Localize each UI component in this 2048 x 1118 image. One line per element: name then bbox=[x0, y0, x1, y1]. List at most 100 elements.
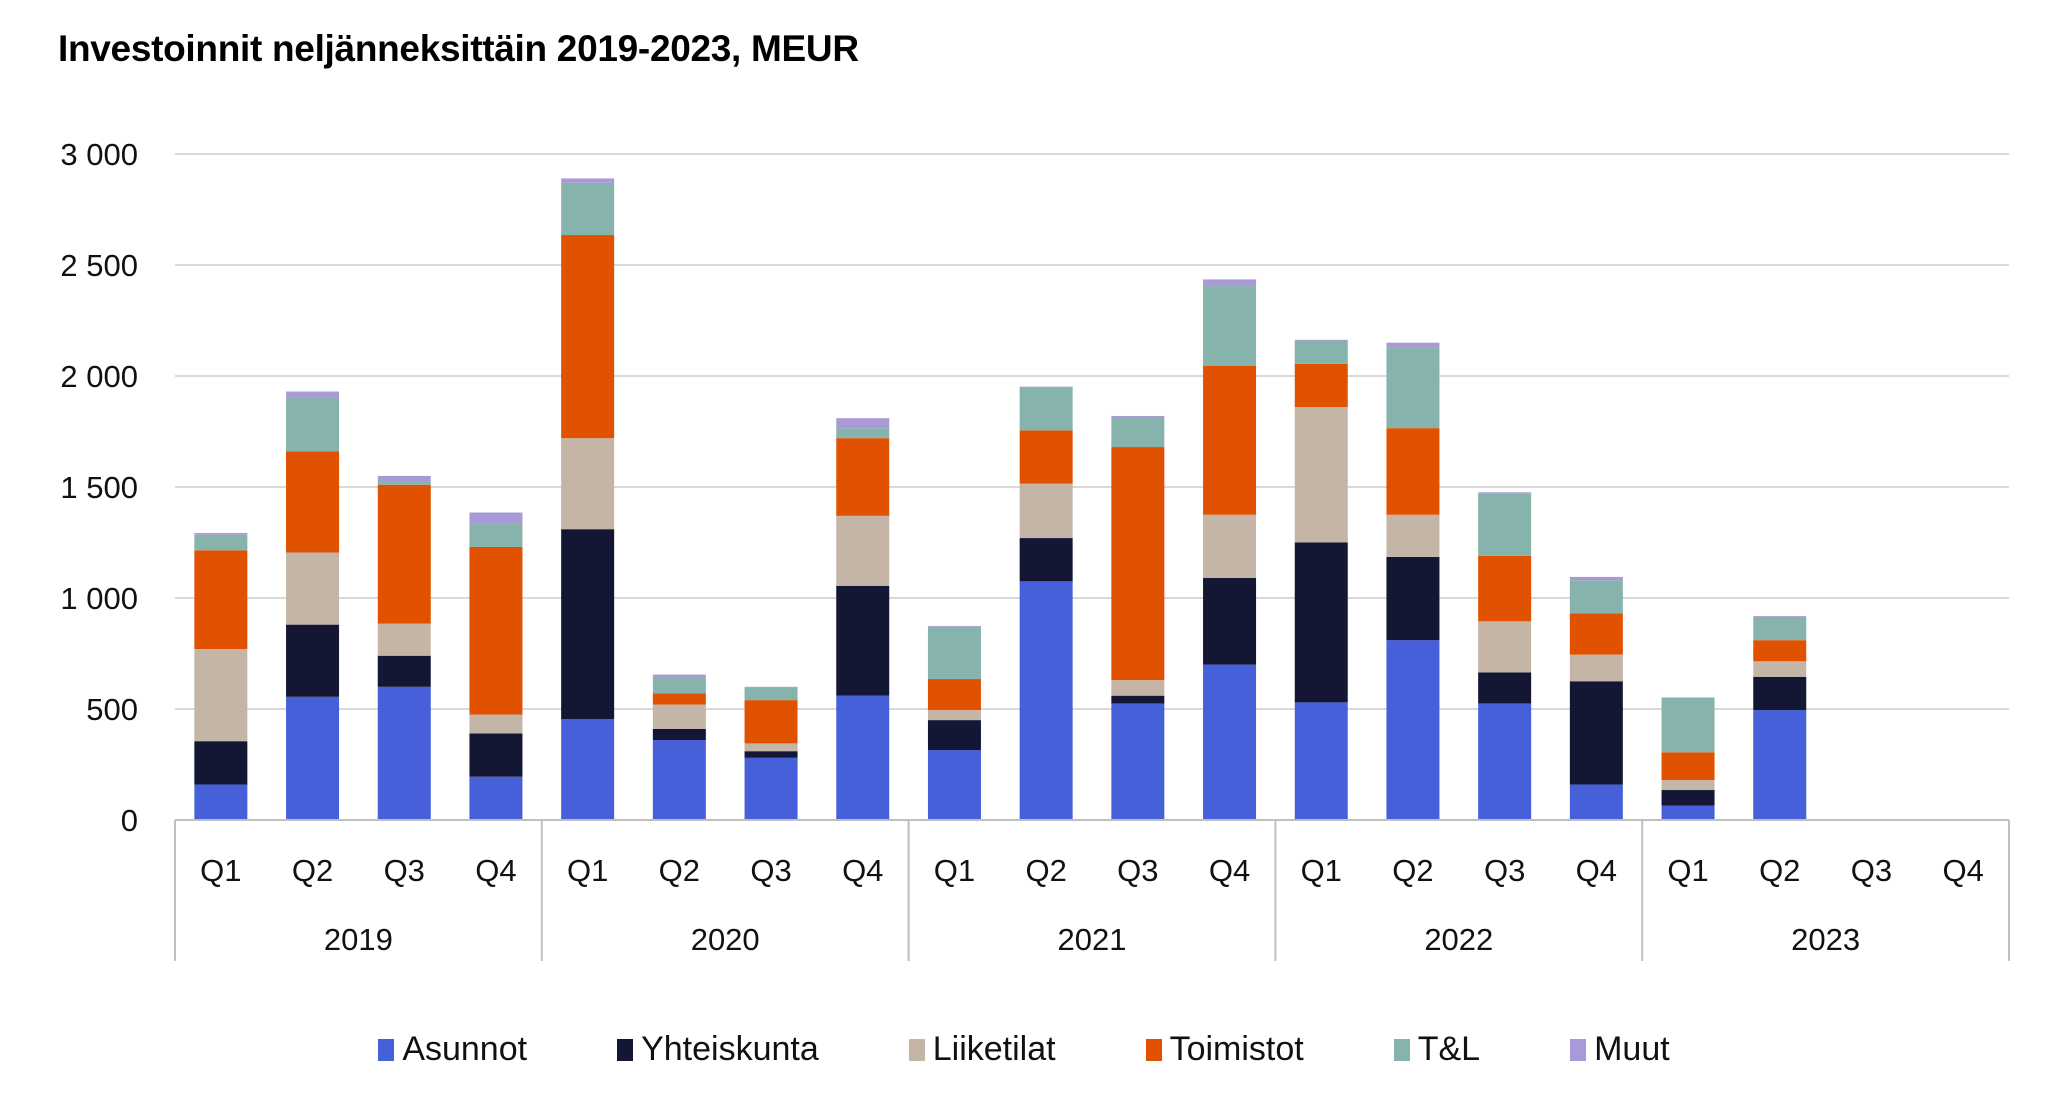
bar-segment-muut bbox=[1661, 697, 1715, 698]
bar-segment-liiketilat bbox=[1019, 483, 1073, 539]
bar-segment-t-l bbox=[1478, 493, 1532, 556]
x-tick-label-quarter: Q1 bbox=[934, 853, 975, 888]
legend-label: Liiketilat bbox=[932, 1030, 1056, 1068]
bar-segment-yhteiskunta bbox=[1111, 695, 1165, 704]
bar-segment-liiketilat bbox=[1294, 407, 1348, 543]
bar-segment-asunnot bbox=[1111, 703, 1165, 820]
bar-segment-toimistot bbox=[1569, 613, 1623, 655]
bar-segment-t-l bbox=[1753, 616, 1807, 641]
bar-segment-toimistot bbox=[194, 550, 248, 650]
bar-segment-t-l bbox=[286, 397, 340, 452]
bar-segment-t-l bbox=[1386, 347, 1440, 429]
x-tick-label-quarter: Q4 bbox=[1942, 853, 1983, 888]
bar-segment-toimistot bbox=[469, 546, 523, 715]
bar-segment-t-l bbox=[836, 428, 890, 439]
gridlines bbox=[175, 153, 2009, 710]
x-tick-label-quarter: Q1 bbox=[200, 853, 241, 888]
bar-segment-t-l bbox=[1203, 286, 1257, 367]
bar-segment-liiketilat bbox=[1203, 514, 1257, 579]
x-tick-label-quarter: Q1 bbox=[1301, 853, 1342, 888]
bar-segment-liiketilat bbox=[744, 743, 798, 752]
bar-segment-toimistot bbox=[1294, 363, 1348, 408]
y-tick-label: 500 bbox=[86, 692, 138, 727]
bar-segment-toimistot bbox=[1661, 752, 1715, 781]
bar-segment-liiketilat bbox=[377, 623, 431, 656]
bar-stack bbox=[194, 532, 248, 820]
bar-segment-asunnot bbox=[1569, 784, 1623, 820]
bar-segment-toimistot bbox=[1753, 640, 1807, 662]
x-tick-label-quarter: Q3 bbox=[750, 853, 791, 888]
x-tick-label-year: 2023 bbox=[1791, 922, 1860, 957]
bar-segment-t-l bbox=[1569, 580, 1623, 614]
x-tick-label-quarter: Q3 bbox=[384, 853, 425, 888]
x-tick-label-quarter: Q3 bbox=[1851, 853, 1892, 888]
x-tick-label-quarter: Q4 bbox=[842, 853, 883, 888]
y-tick-label: 1 000 bbox=[60, 581, 138, 616]
legend-swatch bbox=[1570, 1038, 1587, 1061]
bar-segment-liiketilat bbox=[286, 552, 340, 625]
bar-segment-liiketilat bbox=[1569, 654, 1623, 682]
bar-segment-muut bbox=[836, 418, 890, 429]
bar-segment-yhteiskunta bbox=[1569, 681, 1623, 785]
bar-segment-asunnot bbox=[1753, 710, 1807, 820]
bar-segment-yhteiskunta bbox=[194, 741, 248, 785]
x-tick-label-quarter: Q2 bbox=[659, 853, 700, 888]
bar-segment-muut bbox=[1111, 415, 1165, 418]
bar-stack bbox=[1478, 492, 1532, 820]
bar-segment-muut bbox=[286, 391, 340, 398]
bar-segment-toimistot bbox=[561, 235, 615, 439]
bar-segment-asunnot bbox=[286, 696, 340, 820]
bar-segment-toimistot bbox=[377, 484, 431, 624]
bar-stack bbox=[927, 625, 981, 820]
bar-stack bbox=[1569, 576, 1623, 820]
x-tick-label-quarter: Q1 bbox=[1667, 853, 1708, 888]
bar-segment-asunnot bbox=[1386, 640, 1440, 820]
bar-segment-muut bbox=[194, 532, 248, 535]
bar-segment-asunnot bbox=[377, 686, 431, 820]
bar-segment-toimistot bbox=[1386, 428, 1440, 515]
bar-segment-yhteiskunta bbox=[1203, 578, 1257, 665]
bar-segment-muut bbox=[744, 686, 798, 688]
bar-segment-yhteiskunta bbox=[561, 529, 615, 719]
x-tick-label-year: 2021 bbox=[1058, 922, 1127, 957]
bar-segment-toimistot bbox=[836, 438, 890, 516]
legend-item: Yhteiskunta bbox=[617, 1030, 819, 1069]
y-axis-tick-labels: 0 500 1 000 1 500 2 000 2 500 3 000 bbox=[60, 137, 138, 838]
bar-segment-t-l bbox=[927, 626, 981, 680]
bar-segment-t-l bbox=[1294, 340, 1348, 364]
bar-segment-muut bbox=[1478, 492, 1532, 494]
x-axis: Q1 Q2 Q3 Q4 2019 Q1 Q2 Q3 Q4 2020 Q1 Q2 Q3 Q4 2021 Q1 Q2… bbox=[174, 819, 2010, 961]
x-tick-label-year: 2022 bbox=[1424, 922, 1493, 957]
bar-stack bbox=[744, 686, 798, 820]
bar-segment-muut bbox=[652, 674, 706, 678]
bar-segment-t-l bbox=[652, 677, 706, 694]
bar-segment-asunnot bbox=[469, 776, 523, 820]
bar-segment-liiketilat bbox=[836, 515, 890, 586]
bar-segment-toimistot bbox=[1203, 366, 1257, 515]
bar-segment-toimistot bbox=[1111, 447, 1165, 681]
x-tick-label-quarter: Q3 bbox=[1117, 853, 1158, 888]
bar-segment-liiketilat bbox=[1111, 680, 1165, 696]
bar-segment-muut bbox=[1753, 615, 1807, 617]
bar-stack bbox=[377, 475, 431, 820]
bar-segment-liiketilat bbox=[469, 714, 523, 734]
legend-label: Muut bbox=[1594, 1030, 1670, 1068]
y-tick-label: 3 000 bbox=[60, 137, 138, 172]
bar-segment-toimistot bbox=[286, 451, 340, 553]
bars bbox=[194, 178, 1807, 820]
legend-label: T&L bbox=[1417, 1030, 1481, 1068]
bar-segment-liiketilat bbox=[1753, 661, 1807, 677]
bar-segment-yhteiskunta bbox=[286, 624, 340, 697]
bar-segment-asunnot bbox=[1019, 581, 1073, 820]
bar-segment-asunnot bbox=[836, 695, 890, 820]
bar-stack bbox=[1019, 386, 1073, 820]
x-tick-label-quarter: Q2 bbox=[1759, 853, 1800, 888]
bar-segment-muut bbox=[561, 178, 615, 183]
legend-swatch bbox=[617, 1038, 634, 1061]
chart-title: Investoinnit neljänneksittäin 2019-2023,… bbox=[58, 28, 859, 69]
bar-segment-yhteiskunta bbox=[927, 720, 981, 751]
bar-segment-liiketilat bbox=[927, 710, 981, 721]
bar-segment-asunnot bbox=[652, 740, 706, 820]
bar-segment-t-l bbox=[377, 481, 431, 485]
